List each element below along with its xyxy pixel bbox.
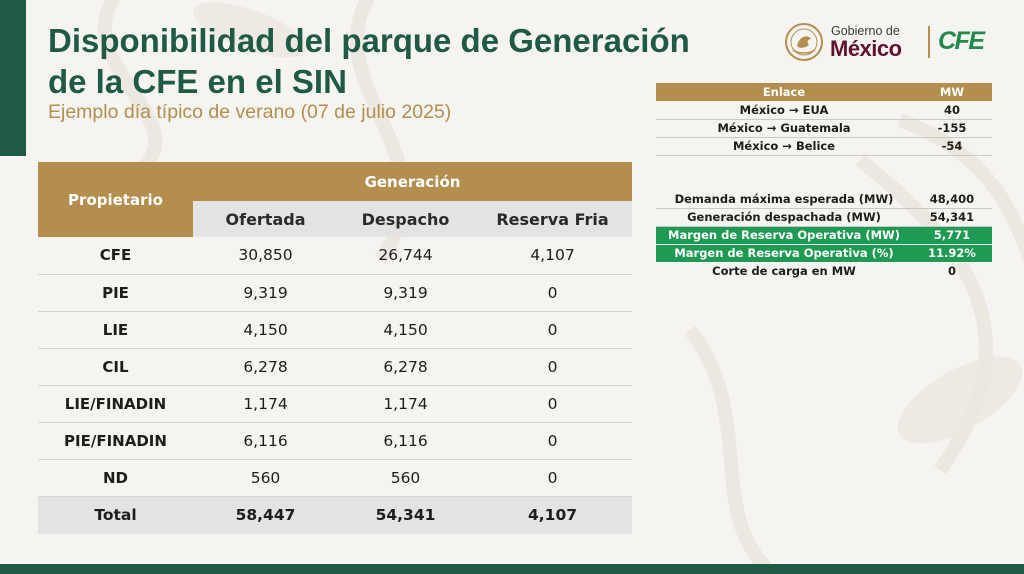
accent-bar bbox=[0, 0, 26, 156]
header-despacho: Despacho bbox=[338, 201, 473, 237]
summary-value: 54,341 bbox=[912, 208, 992, 227]
table-row: LIE/FINADIN 1,174 1,174 0 bbox=[38, 385, 633, 423]
list-item-highlight: Margen de Reserva Operativa (%) 11.92% bbox=[656, 244, 992, 263]
header-propietario: Propietario bbox=[38, 162, 193, 237]
table-row: CFE 30,850 26,744 4,107 bbox=[38, 237, 633, 275]
summary-label: Corte de carga en MW bbox=[712, 264, 856, 279]
cell-owner: LIE/FINADIN bbox=[38, 385, 193, 423]
gob-line-1: Gobierno de bbox=[831, 24, 900, 38]
cell-despacho: 6,278 bbox=[338, 348, 473, 386]
cell-reserva: 0 bbox=[473, 459, 633, 497]
summary-label: Margen de Reserva Operativa (MW) bbox=[656, 226, 912, 245]
table-row: ND 560 560 0 bbox=[38, 459, 633, 497]
summary-label: Demanda máxima esperada (MW) bbox=[656, 190, 912, 209]
cell-despacho: 26,744 bbox=[338, 237, 473, 275]
cell-reserva: 0 bbox=[473, 311, 633, 349]
generation-table: Propietario Generación Ofertada Despacho… bbox=[38, 162, 633, 534]
link-name: México → Guatemala bbox=[656, 119, 912, 138]
summary-value: 48,400 bbox=[912, 190, 992, 209]
header-enlace: Enlace bbox=[656, 83, 912, 101]
list-item: México → Belice -54 bbox=[656, 137, 992, 156]
footer-bar bbox=[0, 564, 1024, 574]
link-mw: 40 bbox=[912, 101, 992, 120]
cfe-logo: CFE bbox=[938, 27, 985, 55]
summary-value: 0 bbox=[947, 264, 956, 279]
list-item: Demanda máxima esperada (MW) 48,400 bbox=[656, 190, 992, 209]
links-table: Enlace MW México → EUA 40 México → Guate… bbox=[656, 83, 992, 156]
summary-value: 5,771 bbox=[912, 226, 992, 245]
cell-reserva: 0 bbox=[473, 348, 633, 386]
header-reserva-fria: Reserva Fria bbox=[473, 201, 633, 237]
cell-owner: ND bbox=[38, 459, 193, 497]
cell-despacho: 6,116 bbox=[338, 422, 473, 460]
cell-reserva: 0 bbox=[473, 385, 633, 423]
gob-line-2: México bbox=[830, 36, 902, 61]
cell-owner: PIE/FINADIN bbox=[38, 422, 193, 460]
summary-value: 11.92% bbox=[912, 244, 992, 263]
header-mw: MW bbox=[912, 83, 992, 101]
cell-total-ofertada: 58,447 bbox=[193, 496, 338, 534]
cell-ofertada: 4,150 bbox=[193, 311, 338, 349]
header-generacion: Generación bbox=[193, 162, 633, 201]
link-name: México → EUA bbox=[656, 101, 912, 120]
cell-reserva: 0 bbox=[473, 422, 633, 460]
table-row: CIL 6,278 6,278 0 bbox=[38, 348, 633, 386]
list-item-highlight: Margen de Reserva Operativa (MW) 5,771 bbox=[656, 226, 992, 245]
link-mw: -155 bbox=[912, 119, 992, 138]
cell-despacho: 560 bbox=[338, 459, 473, 497]
cell-ofertada: 9,319 bbox=[193, 274, 338, 312]
page-subtitle: Ejemplo día típico de verano (07 de juli… bbox=[48, 101, 452, 123]
header-ofertada: Ofertada bbox=[193, 201, 338, 237]
list-item: México → EUA 40 bbox=[656, 101, 992, 120]
link-mw: -54 bbox=[912, 137, 992, 156]
summary-label: Margen de Reserva Operativa (%) bbox=[656, 244, 912, 263]
cell-total-reserva: 4,107 bbox=[473, 496, 633, 534]
cell-ofertada: 1,174 bbox=[193, 385, 338, 423]
cell-ofertada: 6,116 bbox=[193, 422, 338, 460]
cell-despacho: 1,174 bbox=[338, 385, 473, 423]
cell-total-despacho: 54,341 bbox=[338, 496, 473, 534]
link-name: México → Belice bbox=[656, 137, 912, 156]
cell-owner: CIL bbox=[38, 348, 193, 386]
cell-reserva: 0 bbox=[473, 274, 633, 312]
page-title: Disponibilidad del parque de Generación … bbox=[48, 20, 768, 102]
title-line-1: Disponibilidad del parque de Generación bbox=[48, 22, 690, 59]
cell-total-label: Total bbox=[38, 496, 193, 534]
table-total-row: Total 58,447 54,341 4,107 bbox=[38, 496, 633, 534]
table-row: LIE 4,150 4,150 0 bbox=[38, 311, 633, 349]
list-item: Corte de carga en MW 0 bbox=[656, 262, 992, 280]
cell-despacho: 9,319 bbox=[338, 274, 473, 312]
list-item: México → Guatemala -155 bbox=[656, 119, 992, 138]
cell-reserva: 4,107 bbox=[473, 237, 633, 275]
cell-despacho: 4,150 bbox=[338, 311, 473, 349]
summary-table: Demanda máxima esperada (MW) 48,400 Gene… bbox=[656, 190, 992, 280]
cell-owner: PIE bbox=[38, 274, 193, 312]
cell-ofertada: 6,278 bbox=[193, 348, 338, 386]
national-seal-icon bbox=[785, 23, 823, 61]
table-row: PIE 9,319 9,319 0 bbox=[38, 274, 633, 312]
cell-ofertada: 560 bbox=[193, 459, 338, 497]
logo-divider bbox=[928, 26, 930, 58]
gobierno-de-mexico-logo: Gobierno de México bbox=[784, 22, 924, 64]
table-row: PIE/FINADIN 6,116 6,116 0 bbox=[38, 422, 633, 460]
list-item: Generación despachada (MW) 54,341 bbox=[656, 208, 992, 227]
cell-owner: LIE bbox=[38, 311, 193, 349]
cell-owner: CFE bbox=[38, 237, 193, 275]
summary-label: Generación despachada (MW) bbox=[656, 208, 912, 227]
title-line-2: de la CFE en el SIN bbox=[48, 63, 347, 100]
cell-ofertada: 30,850 bbox=[193, 237, 338, 275]
